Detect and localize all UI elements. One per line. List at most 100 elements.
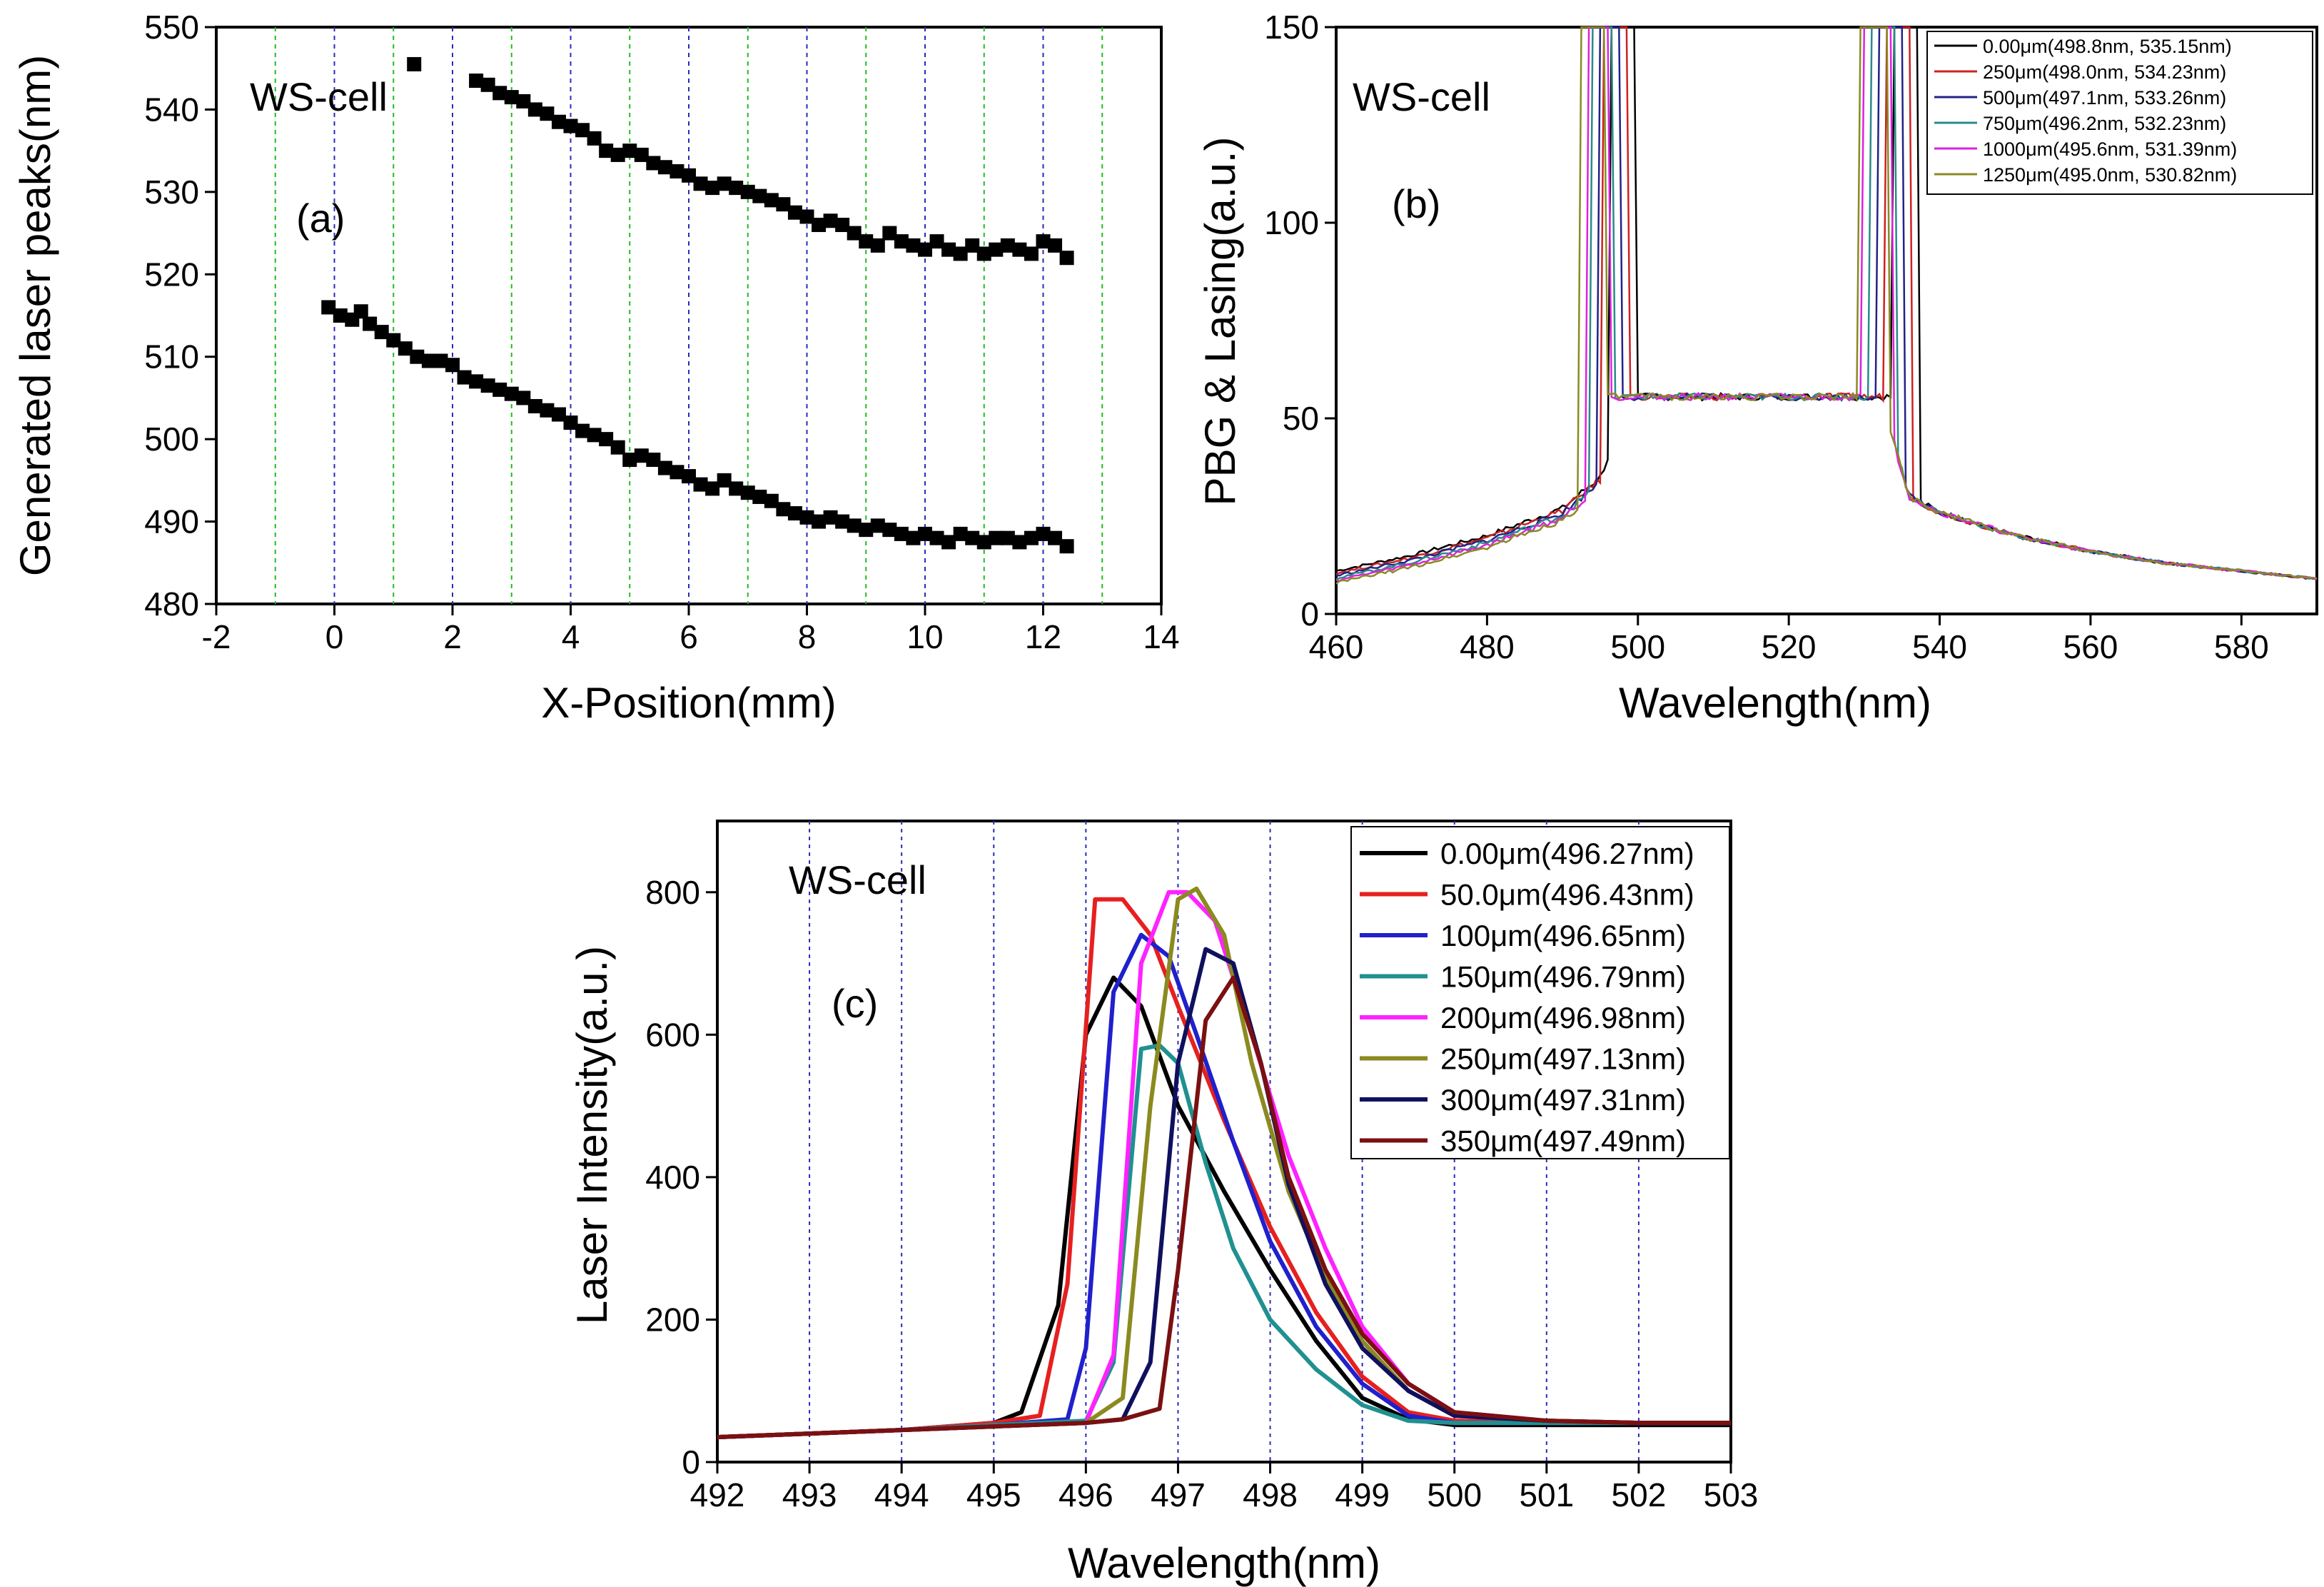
panel-a-data-point (918, 242, 932, 257)
panel-c-legend-entry: 300μm(497.31nm) (1440, 1083, 1686, 1117)
panel-a-data-point (976, 246, 991, 261)
panel-c-x-tick-label: 497 (1151, 1476, 1206, 1513)
panel-a-y-tick-label: 480 (144, 585, 199, 623)
panel-a-data-point (717, 473, 732, 488)
panel-a-data-point (989, 530, 1004, 545)
panel-c-y-tick-label: 200 (645, 1301, 700, 1338)
panel-a-data-point (407, 56, 422, 71)
panel-b-x-tick-label: 480 (1460, 628, 1515, 665)
panel-a-data-point (622, 453, 637, 467)
panel-c-plot-frame (716, 820, 1732, 1463)
panel-a-data-point (752, 188, 767, 203)
panel-a-data-point (764, 493, 779, 508)
panel-c-x-tick-label: 503 (1704, 1476, 1759, 1513)
panel-a-data-point (823, 510, 838, 525)
panel-a-data-point (480, 77, 495, 92)
panel-a-data-point (457, 370, 472, 385)
panel-c-y-tick-label: 0 (682, 1444, 700, 1481)
panel-a-data-point (492, 382, 507, 397)
panel-a-data-point (705, 181, 720, 196)
panel-c-x-axis-label: Wavelength(nm) (1068, 1539, 1380, 1587)
panel-b-y-axis-label: PBG & Lasing(a.u.) (1196, 137, 1244, 506)
panel-a-data-point (492, 86, 507, 101)
panel-a-data-point (1024, 246, 1039, 261)
panel-a-data-point (976, 535, 991, 550)
panel-a-data-point (599, 432, 614, 447)
panel-a-data-point (740, 485, 755, 500)
panel-b-y-tick-label: 150 (1264, 9, 1319, 46)
panel-a-data-point (551, 407, 566, 422)
panel-a-x-tick-label: 2 (443, 618, 462, 655)
panel-a-data-point (540, 106, 555, 121)
panel-b-legend-entry: 1250μm(495.0nm, 530.82nm) (1983, 164, 2237, 186)
panel-a-data-point (776, 197, 791, 212)
panel-c-legend-entry: 200μm(496.98nm) (1440, 1001, 1686, 1034)
panel-a-data-point (527, 398, 542, 413)
panel-a-data-point (729, 181, 744, 196)
panel-a-data-point (882, 226, 897, 241)
panel-a-data-point (421, 353, 436, 368)
panel-b-label: (b) (1392, 181, 1440, 226)
panel-c-x-tick-label: 495 (966, 1476, 1021, 1513)
panel-b-x-tick-label: 460 (1309, 628, 1364, 665)
panel-b-x-tick-label: 500 (1610, 628, 1665, 665)
panel-c-x-tick-label: 502 (1612, 1476, 1667, 1513)
panel-c-legend-entry: 350μm(497.49nm) (1440, 1124, 1686, 1158)
panel-a-data-point (1012, 535, 1027, 550)
panel-b-x-tick-label: 580 (2214, 628, 2269, 665)
panel-a-data-point (516, 391, 531, 405)
panel-a-data-point (764, 193, 779, 208)
panel-a-data-point (1036, 526, 1051, 541)
panel-a-y-tick-label: 500 (144, 420, 199, 458)
panel-a-data-point (527, 102, 542, 117)
panel-a-data-point (859, 523, 874, 538)
panel-c-y-tick-label: 600 (645, 1016, 700, 1053)
panel-c-x-tick-label: 496 (1059, 1476, 1113, 1513)
panel-c-legend-entry: 100μm(496.65nm) (1440, 919, 1686, 952)
panel-a-data-point (941, 242, 956, 257)
panel-a-data-point (965, 238, 980, 253)
panel-b-series-line (1335, 26, 2318, 585)
panel-c-x-tick-label: 492 (690, 1476, 745, 1513)
panel-a-data-point (563, 415, 578, 430)
panel-c-x-tick-label: 498 (1243, 1476, 1298, 1513)
panel-a-data-point (682, 469, 696, 484)
panel-c-legend: 0.00μm(496.27nm) 50.0μm(496.43nm) 100μm(49… (1350, 826, 1730, 1159)
panel-a-data-point (823, 213, 838, 228)
panel-a-data-point (752, 489, 767, 504)
panel-a-data-point (1059, 539, 1074, 554)
panel-a-data-point (835, 514, 850, 529)
panel-a-data-point (646, 156, 661, 171)
panel-a-data-point (705, 481, 720, 496)
panel-a-data-point (894, 526, 909, 541)
panel-a-data-point (599, 143, 614, 158)
panel-a-data-point (433, 353, 448, 368)
panel-b-plot-frame (1335, 26, 2318, 615)
panel-c-x-tick-label: 494 (874, 1476, 929, 1513)
panel-a-data-point (799, 510, 814, 525)
panel-a-data-point (812, 218, 827, 233)
panel-c-annotation: WS-cell (789, 857, 926, 902)
panel-c-legend-entry: 0.00μm(496.27nm) (1440, 837, 1694, 870)
panel-a-data-point (363, 316, 378, 331)
panel-b-legend-entry: 250μm(498.0nm, 534.23nm) (1983, 61, 2226, 83)
panel-a-data-point (941, 535, 956, 550)
panel-b: 460 480 500 520 540 560 580 0 50 100 150 WS-cell (… (1196, 9, 2318, 727)
panel-a-data-point (1036, 234, 1051, 249)
panel-b-legend-entry: 0.00μm(498.8nm, 535.15nm) (1983, 36, 2232, 57)
panel-a-data-point (670, 465, 684, 480)
panel-a-data-point (717, 176, 732, 191)
panel-a-data-point (622, 143, 637, 158)
panel-a-data-point (1012, 242, 1027, 257)
panel-a-x-axis-label: X-Position(mm) (541, 679, 836, 727)
panel-a-data-point (670, 164, 684, 178)
panel-a-data-point (693, 477, 708, 492)
panel-a-y-tick-label: 490 (144, 503, 199, 540)
panel-a-x-tick-label: 6 (679, 618, 698, 655)
panel-a-data-point (906, 238, 921, 253)
panel-a-y-tick-label: 540 (144, 91, 199, 128)
panel-a-data-point (657, 460, 672, 475)
panel-a-data-point (398, 341, 413, 356)
panel-a-data-point (929, 234, 944, 249)
